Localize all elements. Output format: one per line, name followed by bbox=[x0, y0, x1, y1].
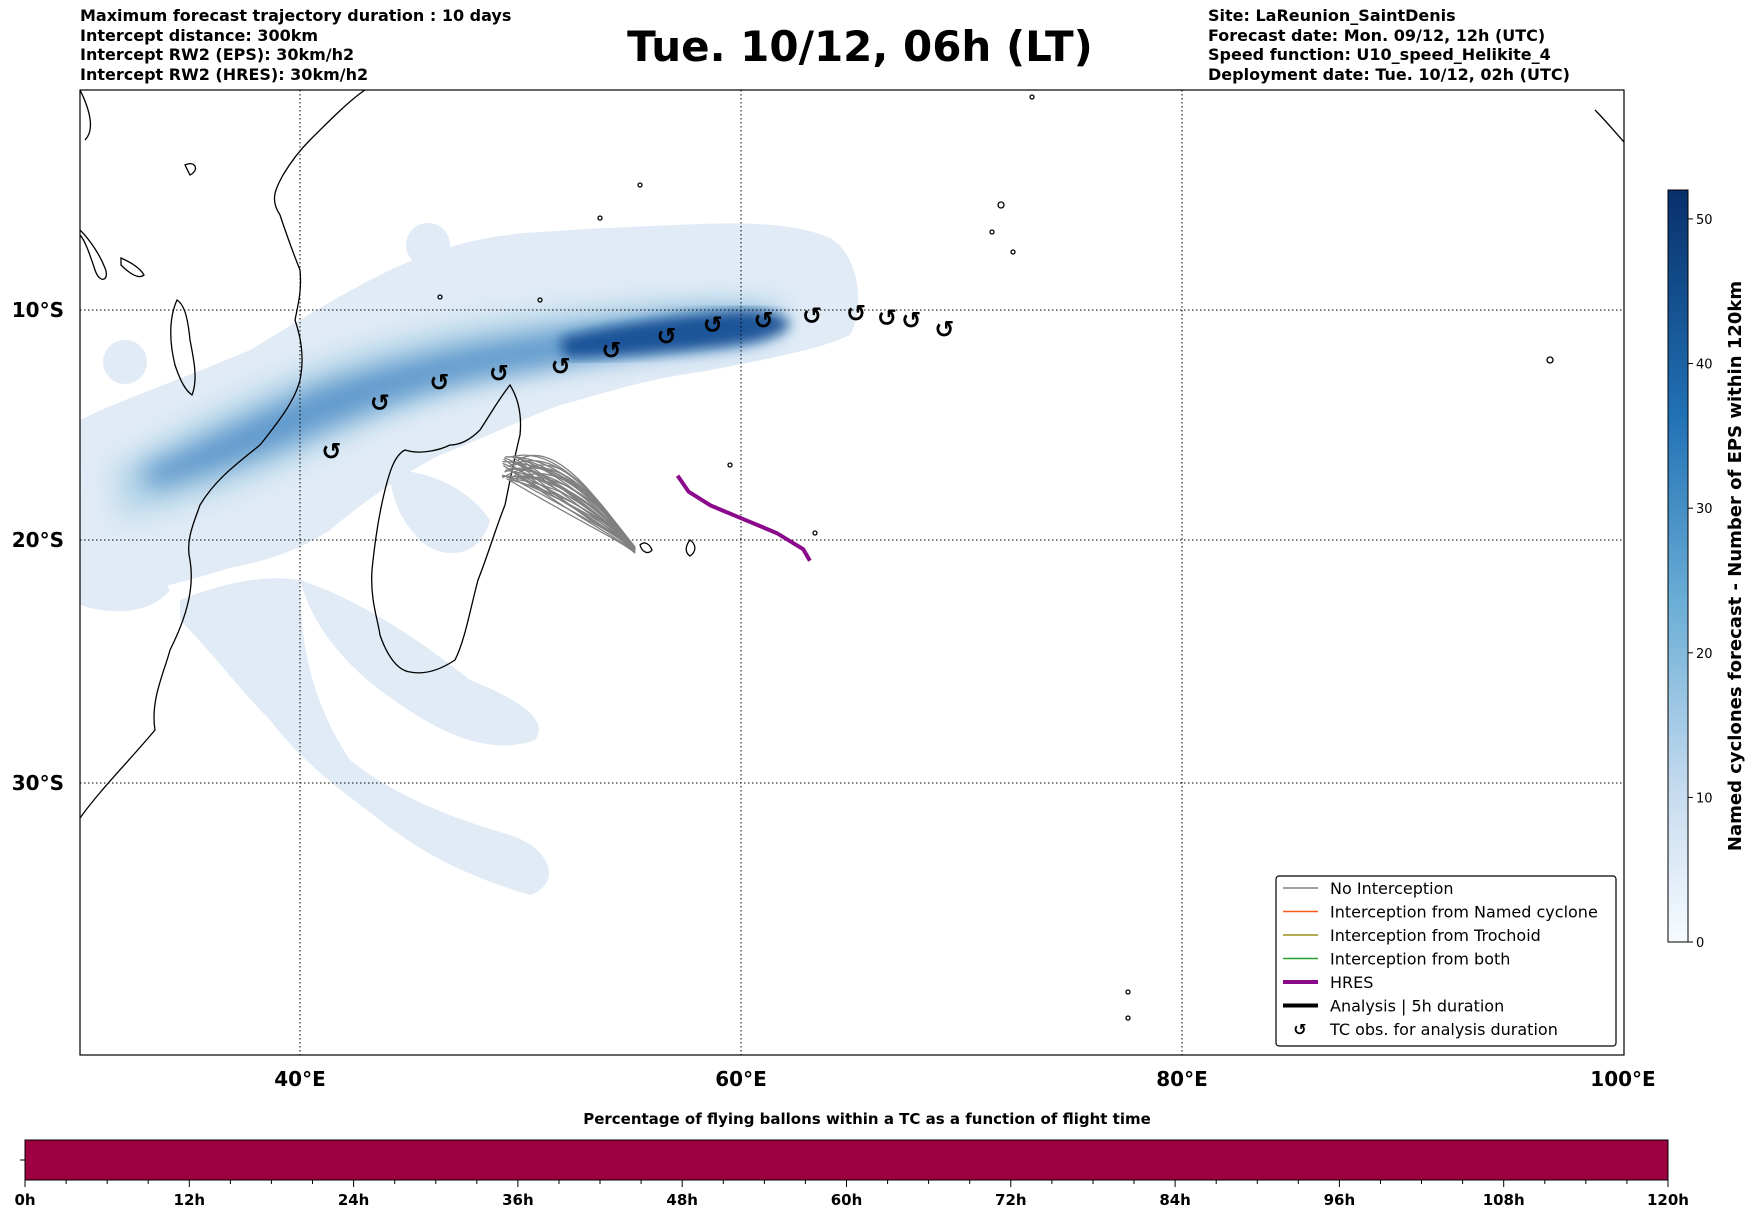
trajectory-line bbox=[503, 458, 636, 549]
coastlines bbox=[80, 90, 1624, 1021]
tc-obs-marker: ↺ bbox=[489, 359, 509, 387]
legend-label: Interception from both bbox=[1330, 950, 1510, 969]
flight-time-bar: 0h 12h 24h 36h 48h 60h 72h 84h 96h 108h 120h bbox=[14, 1139, 1689, 1209]
tc-obs-marker: ↺ bbox=[802, 302, 822, 330]
bar-tick-label: 60h bbox=[831, 1191, 863, 1209]
site-line: Deployment date: Tue. 10/12, 02h (UTC) bbox=[1208, 64, 1570, 84]
tc-obs-marker: ↺ bbox=[846, 300, 866, 328]
lon-tick-label: 40°E bbox=[274, 1067, 326, 1091]
tc-obs-marker: ↺ bbox=[551, 352, 571, 380]
legend-box bbox=[1275, 875, 1617, 1047]
tc-obs-marker: ↺ bbox=[656, 323, 676, 351]
trajectory-line bbox=[506, 477, 636, 554]
colorbar-tick-label: 30 bbox=[1696, 502, 1713, 517]
bar-tick-label: 120h bbox=[1647, 1191, 1689, 1209]
site-line: Forecast date: Mon. 09/12, 12h (UTC) bbox=[1208, 25, 1546, 45]
bar-tick-label: 24h bbox=[338, 1191, 370, 1209]
tc-obs-marker: ↺ bbox=[754, 306, 774, 334]
param-line: Maximum forecast trajectory duration : 1… bbox=[80, 6, 512, 25]
lat-tick-label: 10°S bbox=[12, 298, 64, 322]
tc-obs-marker: ↺ bbox=[601, 336, 621, 364]
tc-obs-marker: ↺ bbox=[901, 306, 921, 334]
legend-symbol: ↺ bbox=[1293, 1020, 1306, 1039]
colorbar-tick-label: 20 bbox=[1696, 647, 1713, 662]
colorbar-gradient bbox=[1667, 189, 1689, 943]
tc-observations: ↺↺↺ ↺ ↺↺ ↺ ↺ ↺ ↺ ↺ ↺ ↺ ↺ bbox=[321, 300, 954, 466]
legend-label: Analysis | 5h duration bbox=[1330, 997, 1504, 1016]
graticule bbox=[80, 90, 1624, 1055]
percentage-bar bbox=[24, 1139, 1669, 1181]
bar-tick-label: 36h bbox=[502, 1191, 534, 1209]
trajectory-line bbox=[511, 455, 636, 553]
colorbar-tick-label: 10 bbox=[1696, 791, 1713, 806]
bar-tick-label: 96h bbox=[1324, 1191, 1356, 1209]
lat-tick-label: 20°S bbox=[12, 528, 64, 552]
legend-label: No Interception bbox=[1330, 879, 1454, 898]
page-title: Tue. 10/12, 06h (LT) bbox=[627, 22, 1093, 71]
bar-tick-label: 84h bbox=[1159, 1191, 1191, 1209]
lat-tick-label: 30°S bbox=[12, 771, 64, 795]
param-line: Intercept RW2 (HRES): 30km/h2 bbox=[80, 64, 369, 84]
tc-obs-marker: ↺ bbox=[703, 311, 723, 339]
bar-tick-label: 108h bbox=[1483, 1191, 1525, 1209]
site-info: Site: LaReunion_SaintDenis Forecast date… bbox=[1208, 6, 1570, 84]
colorbar: 0 10 20 30 40 50 Named cyclones forecast - Nu… bbox=[1667, 189, 1746, 951]
param-line: Intercept distance: 300km bbox=[80, 25, 319, 45]
trajectory-line bbox=[502, 464, 636, 553]
legend-label: HRES bbox=[1330, 973, 1373, 992]
lon-tick-label: 100°E bbox=[1590, 1067, 1655, 1091]
tc-obs-marker: ↺ bbox=[429, 369, 449, 397]
ensemble-trajectories bbox=[501, 454, 636, 554]
bar-tick-label: 48h bbox=[666, 1191, 698, 1209]
colorbar-tick-label: 40 bbox=[1696, 358, 1713, 373]
colorbar-label: Named cyclones forecast - Number of EPS … bbox=[1725, 281, 1746, 851]
site-line: Speed function: U10_speed_Helikite_4 bbox=[1208, 45, 1551, 64]
lon-tick-label: 80°E bbox=[1156, 1067, 1208, 1091]
trajectory-line bbox=[516, 467, 636, 548]
lon-tick-label: 60°E bbox=[715, 1067, 767, 1091]
bottom-bar-title: Percentage of flying ballons within a TC… bbox=[583, 1110, 1151, 1128]
legend: No Interception Interception from Named c… bbox=[1275, 875, 1617, 1047]
trajectory-line bbox=[515, 479, 636, 548]
site-line: Site: LaReunion_SaintDenis bbox=[1208, 6, 1456, 25]
bar-tick-label: 12h bbox=[174, 1191, 206, 1209]
legend-label: Interception from Named cyclone bbox=[1330, 903, 1598, 922]
forecast-parameters: Maximum forecast trajectory duration : 1… bbox=[80, 6, 511, 84]
hres-track bbox=[675, 474, 812, 562]
tc-obs-marker: ↺ bbox=[934, 316, 954, 344]
tc-obs-marker: ↺ bbox=[321, 438, 341, 466]
bar-tick-label: 0h bbox=[14, 1191, 35, 1209]
colorbar-tick-label: 0 bbox=[1696, 936, 1704, 951]
legend-label: Interception from Trochoid bbox=[1330, 926, 1541, 945]
map-frame bbox=[79, 89, 1625, 1056]
tc-obs-marker: ↺ bbox=[370, 389, 390, 417]
colorbar-tick-label: 50 bbox=[1696, 213, 1713, 228]
bar-tick-label: 72h bbox=[995, 1191, 1027, 1209]
legend-label: TC obs. for analysis duration bbox=[1329, 1020, 1558, 1039]
tc-obs-marker: ↺ bbox=[877, 304, 897, 332]
trajectory-line bbox=[514, 460, 636, 550]
param-line: Intercept RW2 (EPS): 30km/h2 bbox=[80, 45, 355, 64]
